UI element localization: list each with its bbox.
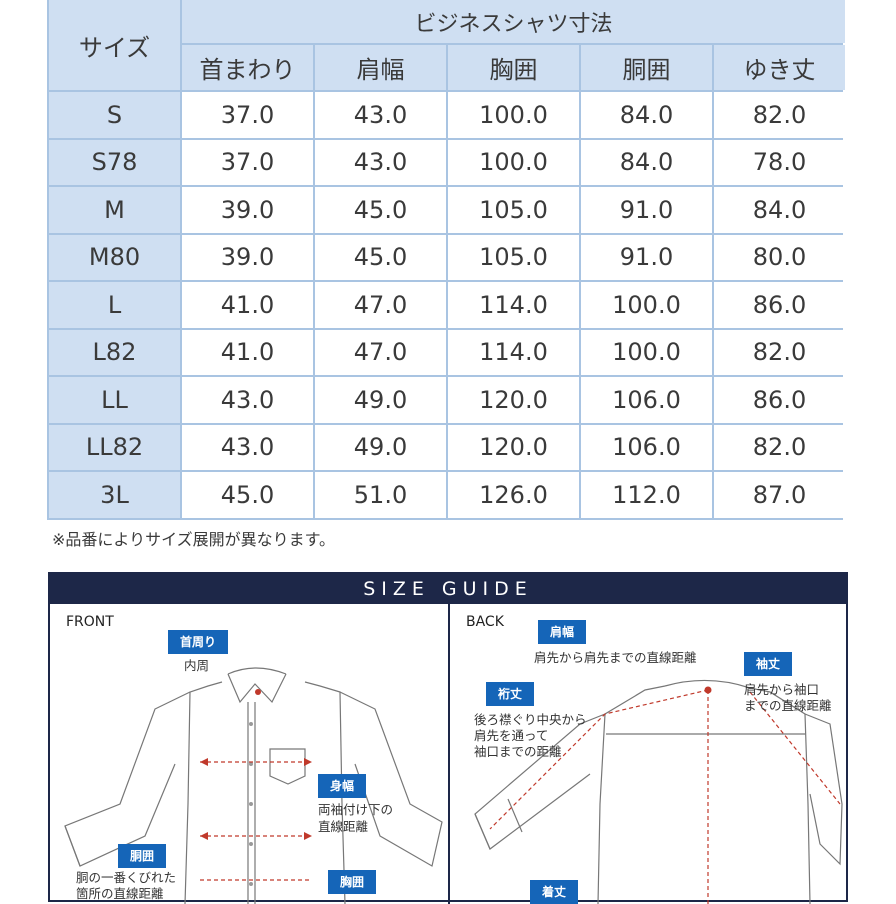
column-header: 首まわり bbox=[182, 45, 313, 90]
table-cell: 105.0 bbox=[448, 234, 579, 280]
column-header: 肩幅 bbox=[315, 45, 446, 90]
table-cell: 43.0 bbox=[182, 377, 313, 423]
table-cell: 100.0 bbox=[448, 139, 579, 185]
table-cell: 86.0 bbox=[714, 282, 845, 328]
table-cell: 84.0 bbox=[714, 187, 845, 233]
table-cell: 47.0 bbox=[315, 282, 446, 328]
row-size-label: LL82 bbox=[49, 424, 180, 470]
yuki-tag: 裄丈 bbox=[486, 682, 535, 706]
table-cell: 120.0 bbox=[448, 424, 579, 470]
table-cell: 105.0 bbox=[448, 187, 579, 233]
chest-width-desc-1: 両袖付け下の bbox=[318, 802, 394, 817]
back-shirt-illustration bbox=[474, 679, 843, 904]
table-cell: 37.0 bbox=[182, 139, 313, 185]
yuki-desc-2: 肩先を通って bbox=[474, 728, 549, 743]
row-size-label: S78 bbox=[49, 139, 180, 185]
yuki-desc-3: 袖口までの距離 bbox=[474, 744, 562, 759]
neck-tag: 首周り bbox=[168, 630, 229, 654]
sleeve-desc-1: 肩先から袖口 bbox=[744, 682, 820, 697]
table-cell: 37.0 bbox=[182, 92, 313, 138]
table-cell: 39.0 bbox=[182, 187, 313, 233]
row-size-label: LL bbox=[49, 377, 180, 423]
chest-width-tag: 身幅 bbox=[318, 774, 367, 798]
table-cell: 47.0 bbox=[315, 329, 446, 375]
table-cell: 112.0 bbox=[581, 472, 712, 518]
table-cell: 51.0 bbox=[315, 472, 446, 518]
neck-desc: 内周 bbox=[184, 658, 210, 673]
row-size-label: L82 bbox=[49, 329, 180, 375]
size-table: サイズ ビジネスシャツ寸法 首まわり 肩幅 胸囲 胴囲 ゆき丈 S 37.0 4… bbox=[47, 0, 845, 520]
table-cell: 126.0 bbox=[448, 472, 579, 518]
table-cell: 100.0 bbox=[448, 92, 579, 138]
length-tag: 着丈 bbox=[530, 880, 579, 904]
column-header: ゆき丈 bbox=[714, 45, 845, 90]
table-cell: 82.0 bbox=[714, 424, 845, 470]
table-cell: 100.0 bbox=[581, 329, 712, 375]
table-cell: 82.0 bbox=[714, 92, 845, 138]
table-cell: 43.0 bbox=[182, 424, 313, 470]
column-header: 胴囲 bbox=[581, 45, 712, 90]
table-cell: 91.0 bbox=[581, 234, 712, 280]
row-size-label: 3L bbox=[49, 472, 180, 518]
table-cell: 84.0 bbox=[581, 139, 712, 185]
table-cell: 100.0 bbox=[581, 282, 712, 328]
panel-divider bbox=[448, 604, 450, 904]
shoulder-tag: 肩幅 bbox=[538, 620, 587, 644]
table-cell: 45.0 bbox=[182, 472, 313, 518]
yuki-desc-1: 後ろ襟ぐり中央から bbox=[474, 712, 587, 727]
table-cell: 45.0 bbox=[315, 234, 446, 280]
table-cell: 106.0 bbox=[581, 377, 712, 423]
table-cell: 87.0 bbox=[714, 472, 845, 518]
row-size-label: S bbox=[49, 92, 180, 138]
sleeve-desc-2: までの直線距離 bbox=[744, 698, 832, 713]
row-size-label: M bbox=[49, 187, 180, 233]
table-cell: 41.0 bbox=[182, 329, 313, 375]
size-note: ※品番によりサイズ展開が異なります。 bbox=[52, 530, 336, 549]
back-label: BACK bbox=[466, 614, 504, 630]
waist-desc-2: 箇所の直線距離 bbox=[76, 886, 164, 901]
waist-desc-1: 胴の一番くびれた bbox=[76, 870, 177, 885]
row-size-label: M80 bbox=[49, 234, 180, 280]
shoulder-desc: 肩先から肩先までの直線距離 bbox=[534, 650, 697, 665]
table-cell: 41.0 bbox=[182, 282, 313, 328]
size-header: サイズ bbox=[49, 0, 180, 90]
table-cell: 49.0 bbox=[315, 424, 446, 470]
group-header: ビジネスシャツ寸法 bbox=[182, 0, 845, 43]
waist-tag: 胴囲 bbox=[118, 844, 167, 868]
front-label: FRONT bbox=[66, 614, 114, 630]
table-cell: 80.0 bbox=[714, 234, 845, 280]
table-cell: 120.0 bbox=[448, 377, 579, 423]
chest-width-desc-2: 直線距離 bbox=[318, 819, 369, 834]
table-cell: 91.0 bbox=[581, 187, 712, 233]
table-cell: 114.0 bbox=[448, 329, 579, 375]
table-cell: 43.0 bbox=[315, 92, 446, 138]
sleeve-tag: 袖丈 bbox=[744, 652, 793, 676]
table-cell: 86.0 bbox=[714, 377, 845, 423]
table-cell: 43.0 bbox=[315, 139, 446, 185]
table-cell: 82.0 bbox=[714, 329, 845, 375]
column-header: 胸囲 bbox=[448, 45, 579, 90]
table-cell: 39.0 bbox=[182, 234, 313, 280]
size-guide-panel: SIZE GUIDE bbox=[48, 572, 848, 904]
table-cell: 84.0 bbox=[581, 92, 712, 138]
table-cell: 114.0 bbox=[448, 282, 579, 328]
front-shirt-illustration bbox=[64, 667, 443, 904]
table-cell: 106.0 bbox=[581, 424, 712, 470]
table-cell: 45.0 bbox=[315, 187, 446, 233]
bust-tag: 胸囲 bbox=[328, 870, 377, 894]
row-size-label: L bbox=[49, 282, 180, 328]
size-guide-title: SIZE GUIDE bbox=[50, 574, 846, 604]
table-cell: 78.0 bbox=[714, 139, 845, 185]
table-cell: 49.0 bbox=[315, 377, 446, 423]
